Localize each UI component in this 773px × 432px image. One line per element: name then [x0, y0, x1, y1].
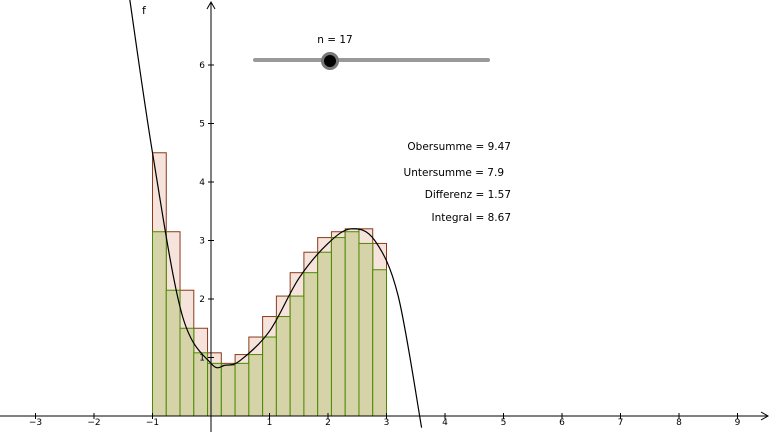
- y-tick-label: 6: [199, 61, 205, 71]
- lower-sum-rect: [234, 362, 250, 417]
- slider-handle[interactable]: [321, 52, 340, 70]
- x-tick-label: −1: [146, 418, 159, 428]
- x-tick-label: 3: [384, 418, 390, 428]
- lower-sum-rect: [262, 336, 277, 417]
- x-tick-label: −2: [87, 418, 100, 428]
- y-tick-label: 4: [199, 178, 205, 188]
- slider-track[interactable]: [253, 58, 490, 62]
- integral-text: Integral = 8.67: [431, 212, 511, 224]
- function-curve: [129, 0, 423, 428]
- x-tick-label: 9: [735, 418, 741, 428]
- lower-sum-rect: [289, 295, 305, 417]
- x-tick-label: 7: [618, 418, 624, 428]
- x-tick-label: 8: [676, 418, 682, 428]
- x-tick-label: 6: [559, 418, 565, 428]
- lower-sum-rect: [303, 272, 319, 417]
- lower-sum-rect: [220, 364, 236, 417]
- lower-sum-rect: [275, 316, 291, 417]
- x-tick-label: 4: [442, 418, 448, 428]
- lower-sum-rect: [358, 242, 374, 417]
- lower-sum-rect: [165, 289, 181, 417]
- lower-sum-rect: [330, 237, 346, 417]
- lower-sum-rect: [372, 269, 387, 417]
- riemann-rectangles: [152, 152, 387, 417]
- y-tick-label: 5: [199, 120, 205, 130]
- differenz-text: Differenz = 1.57: [424, 189, 511, 201]
- y-tick-label: 3: [199, 237, 205, 247]
- x-tick-label: 5: [501, 418, 507, 428]
- obersumme-text: Obersumme = 9.47: [407, 141, 511, 153]
- y-tick-label: 1: [199, 354, 205, 364]
- y-tick-label: 2: [199, 295, 205, 305]
- function-curve-layer: [129, 0, 423, 428]
- lower-sum-rect: [344, 231, 360, 417]
- lower-sum-rect: [317, 251, 332, 417]
- function-label: f: [142, 4, 146, 17]
- x-tick-label: 1: [267, 418, 273, 428]
- x-tick-label: 2: [325, 418, 331, 428]
- y-axis-arrow: [206, 0, 216, 10]
- x-axis-arrow: [760, 411, 770, 421]
- x-tick-label: −3: [29, 418, 42, 428]
- lower-sum-rect: [152, 231, 167, 417]
- lower-sum-rect: [248, 354, 264, 417]
- slider-caption: n = 17: [317, 34, 353, 46]
- lower-sum-rect: [179, 327, 195, 417]
- lower-sum-rect: [207, 362, 222, 417]
- untersumme-text: Untersumme = 7.9: [403, 167, 504, 179]
